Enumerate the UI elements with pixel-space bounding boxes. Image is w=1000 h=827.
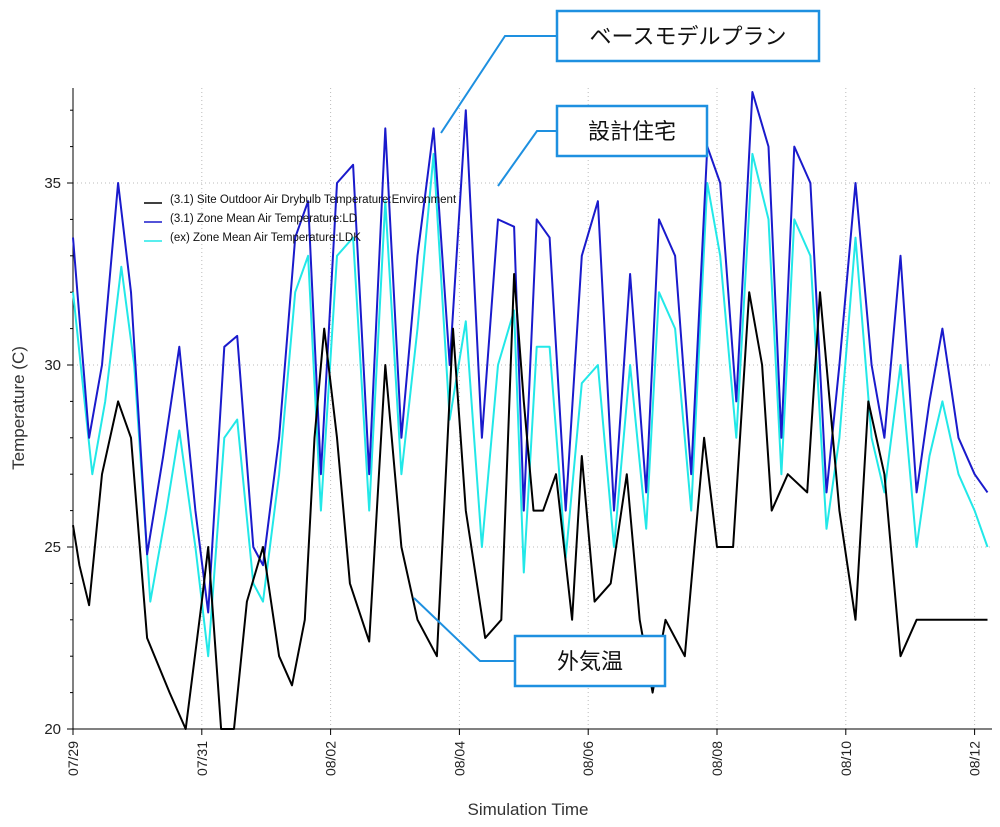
x-tick-label: 08/02 (323, 741, 339, 776)
x-axis-title: Simulation Time (468, 800, 589, 819)
callout-leader (440, 35, 557, 134)
x-tick-label: 08/08 (709, 741, 725, 776)
callout-box (555, 9, 821, 63)
callout-label: 外気温 (557, 650, 623, 675)
series-lines (72, 91, 989, 730)
x-tick-label: 07/29 (65, 741, 81, 776)
y-tick-label: 20 (44, 721, 61, 738)
x-tick-label: 08/06 (580, 741, 596, 776)
y-tick-label: 35 (44, 175, 61, 192)
legend-entry: (3.1) Site Outdoor Air Drybulb Temperatu… (170, 194, 457, 206)
series-line-0 (72, 273, 988, 730)
x-tick-label: 07/31 (194, 741, 210, 776)
legend-entry: (ex) Zone Mean Air Temperature:LDK (170, 232, 361, 244)
x-tick-labels: 07/29 07/31 08/02 08/04 08/06 08/08 08/10 08/12 (65, 741, 983, 776)
y-tick-label: 25 (44, 539, 61, 556)
callout-label: 設計住宅 (588, 120, 676, 145)
callout-leader (413, 597, 515, 662)
x-tick-label: 08/12 (967, 741, 983, 776)
x-tick-label: 08/10 (838, 741, 854, 776)
legend: (3.1) Site Outdoor Air Drybulb Temperatu… (144, 194, 457, 244)
series-line-1 (72, 91, 989, 614)
callout-leader (497, 130, 557, 187)
y-axis-title: Temperature (C) (9, 346, 28, 470)
callout-label: ベースモデルプラン (590, 25, 787, 50)
series-line-2 (72, 152, 989, 658)
y-tick-label: 30 (44, 357, 61, 374)
legend-entry: (3.1) Zone Mean Air Temperature:LD (170, 213, 357, 225)
callout-box (555, 104, 709, 158)
callout-box (513, 634, 667, 688)
y-tick-labels: 20 25 30 35 (44, 175, 61, 738)
x-tick-label: 08/04 (451, 741, 467, 776)
